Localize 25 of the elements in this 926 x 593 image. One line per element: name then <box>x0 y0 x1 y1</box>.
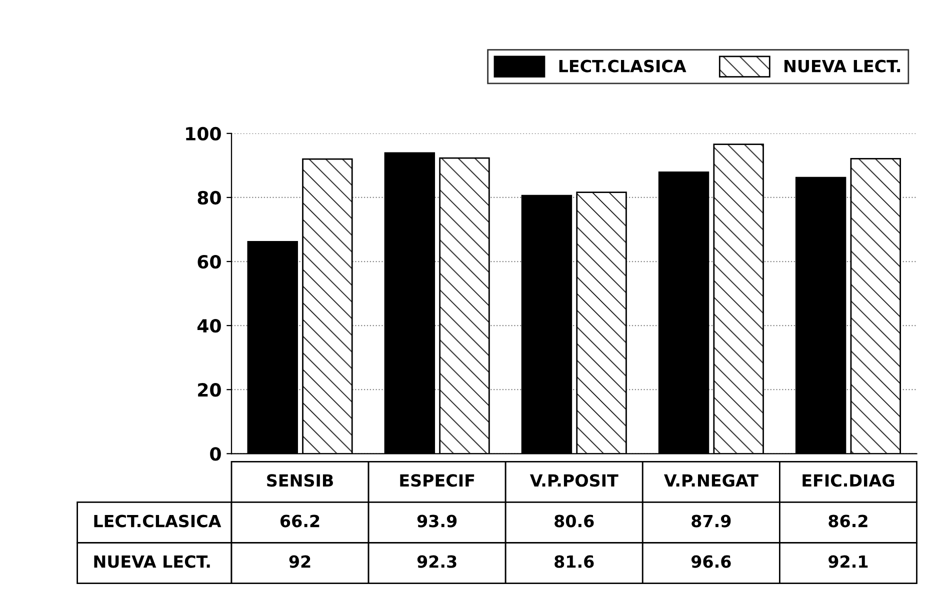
y-tick-label: 20 <box>198 383 221 397</box>
data-label: 66.2 <box>280 514 320 528</box>
legend-label: LECT.CLASICA <box>559 60 686 72</box>
x-tick-label: ESPECIF <box>400 474 474 487</box>
data-label: 87.9 <box>692 514 731 528</box>
data-label: 81.6 <box>554 555 594 568</box>
data-label: 80.6 <box>554 514 594 528</box>
data-label: 86.2 <box>828 514 868 528</box>
data-label: 92.1 <box>828 555 868 568</box>
legend-label: NUEVA LECT. <box>784 60 900 72</box>
x-tick-label: V.P.POSIT <box>530 474 618 487</box>
x-tick-label: EFIC.DIAG <box>802 474 894 487</box>
text: NUEVA LECT. <box>94 555 210 568</box>
x-tick-label: SENSIB <box>267 474 333 487</box>
data-label: 93.9 <box>417 514 457 528</box>
y-tick-label: 40 <box>197 319 221 333</box>
data-label: 92.3 <box>417 555 456 568</box>
data-label: 96.6 <box>691 555 731 568</box>
data-label: 92 <box>289 555 310 568</box>
text: LECT.CLASICA <box>94 514 222 528</box>
y-tick-label: 60 <box>198 254 221 269</box>
y-tick-label: 100 <box>186 126 221 141</box>
y-tick-label: 80 <box>198 190 221 205</box>
x-tick-label: V.P.NEGAT <box>664 474 758 487</box>
y-tick-label: 0 <box>210 447 221 461</box>
